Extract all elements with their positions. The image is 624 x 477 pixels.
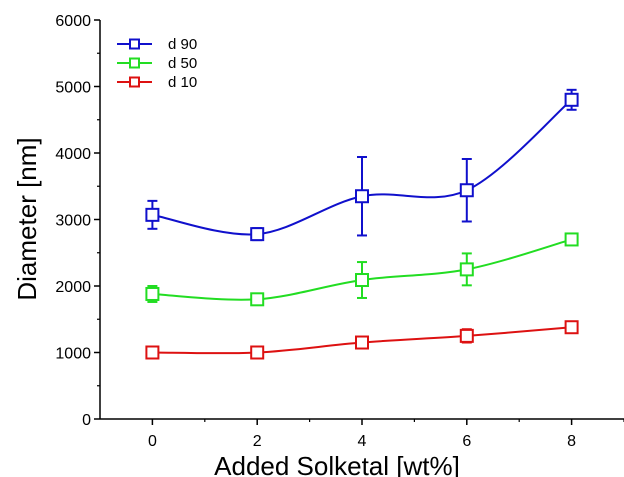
axes: 0 1000 2000 3000 4000 5000 6000 0 2 4 6 8 [55, 13, 624, 450]
data-point [355, 189, 369, 204]
data-point [355, 273, 369, 288]
y-tick-label: 6000 [55, 13, 91, 30]
data-point [564, 92, 579, 107]
data-point [564, 320, 579, 335]
data-point [145, 207, 160, 222]
data-point [145, 286, 160, 301]
x-tick-label: 0 [148, 433, 157, 450]
x-tick-label: 2 [253, 433, 262, 450]
data-point [459, 183, 474, 198]
data-point [355, 335, 369, 350]
y-tick-label: 0 [82, 412, 91, 429]
legend-label: d 10 [168, 74, 197, 91]
y-tick-label: 2000 [55, 279, 91, 296]
legend: d 90 d 50 d 10 [117, 36, 197, 91]
x-tick-label: 8 [567, 433, 576, 450]
y-tick-label: 3000 [55, 213, 91, 230]
series-d-90 [145, 88, 579, 242]
data-point [459, 328, 474, 343]
x-axis-title: Added Solketal [wt%] [214, 451, 460, 477]
y-tick-label: 5000 [55, 80, 91, 97]
legend-marker [129, 38, 140, 50]
data-point [459, 262, 474, 277]
y-tick-label: 4000 [55, 146, 91, 163]
series-d-50 [145, 232, 579, 307]
legend-marker [129, 76, 140, 88]
data-point [564, 232, 579, 247]
series-d-10 [145, 320, 579, 360]
legend-label: d 90 [168, 36, 197, 53]
data-point [250, 227, 265, 242]
legend-label: d 50 [168, 55, 197, 72]
data-point [145, 345, 160, 360]
series-layer [145, 88, 579, 360]
x-tick-label: 6 [462, 433, 471, 450]
data-point [250, 345, 265, 360]
y-tick-label: 1000 [55, 346, 91, 363]
data-point [250, 292, 265, 307]
x-tick-label: 4 [358, 433, 367, 450]
y-axis-title: Diameter [nm] [12, 137, 42, 300]
legend-marker [129, 57, 140, 69]
